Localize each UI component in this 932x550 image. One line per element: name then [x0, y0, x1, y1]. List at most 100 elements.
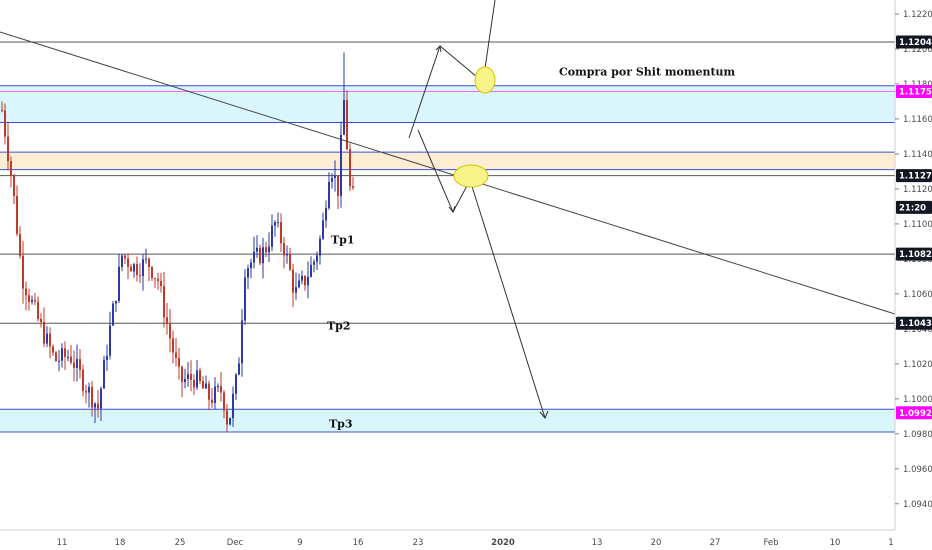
candle-body-109	[328, 181, 330, 209]
x-tick-label-6: 23	[413, 538, 424, 548]
x-tick-label-2: 25	[175, 538, 186, 548]
price-badge-5	[896, 316, 932, 330]
x-tick-label-9: 20	[651, 538, 662, 548]
candle-body-63	[190, 374, 192, 380]
price-badge-label-2: 1.11276	[899, 172, 932, 182]
candle-body-82	[247, 268, 249, 278]
candle-body-6	[19, 233, 21, 256]
candle-body-51	[154, 278, 156, 280]
time-axis[interactable]: 11 18 25 Dec 9 16 23 2020 13 20 27 Feb 10 1	[57, 538, 894, 548]
candle-body-68	[205, 383, 207, 389]
y-tick-label-10: 1.10200	[903, 360, 932, 370]
candle-body-106	[319, 238, 321, 256]
candle-body-21	[64, 348, 66, 357]
candle-body-86	[259, 247, 261, 264]
candle-body-57	[172, 338, 174, 353]
candle-body-70	[211, 399, 213, 403]
candle-body-55	[166, 317, 168, 324]
candle-body-20	[61, 348, 63, 361]
y-tick-label-0: 1.12200	[903, 10, 932, 20]
y-tick-label-2: 1.11800	[903, 80, 932, 90]
drawings-layer	[0, 0, 896, 419]
candle-body-23	[70, 356, 72, 363]
candle-body-10	[31, 299, 33, 302]
candle-body-30	[91, 386, 93, 408]
candle-body-94	[283, 243, 285, 256]
candle-body-8	[25, 288, 27, 296]
candle-body-76	[229, 418, 231, 425]
candle-body-14	[43, 321, 45, 344]
candle-body-25	[76, 359, 78, 368]
x-tick-label-1: 18	[115, 538, 126, 548]
candle-body-56	[169, 323, 171, 339]
candle-body-36	[109, 325, 111, 356]
price-badge-3	[896, 200, 932, 214]
candle-body-84	[253, 251, 255, 263]
price-badge-label-5: 1.10432	[899, 319, 932, 329]
candle-body-95	[286, 253, 288, 256]
candle-body-91	[274, 222, 276, 226]
x-tick-label-8: 13	[592, 538, 603, 548]
candle-body-104	[313, 261, 315, 265]
bear-path-arrow[interactable]	[417, 129, 546, 419]
candle-body-79	[238, 363, 240, 375]
price-badges: 1.12040 1.11757 1.11276 21:20 1.10827 1.10432…	[896, 35, 932, 420]
candle-body-49	[148, 258, 150, 268]
x-tick-label-12: 10	[830, 538, 841, 548]
candle-body-61	[184, 379, 186, 383]
candle-body-33	[100, 388, 102, 409]
candle-body-101	[304, 275, 306, 286]
buy-zone-ellipse[interactable]	[474, 66, 496, 94]
candle-body-16	[49, 333, 51, 347]
arrow-head-icon	[539, 410, 549, 419]
candle-body-54	[163, 286, 165, 318]
candle-body-60	[181, 366, 183, 383]
candle-body-85	[256, 247, 258, 252]
candle-body-27	[82, 369, 84, 391]
price-badge-0	[896, 35, 932, 49]
candle-body-37	[112, 303, 114, 326]
candle-body-11	[34, 299, 36, 302]
candle-body-102	[307, 276, 309, 286]
price-badge-label-1: 1.11757	[899, 87, 932, 97]
candle-body-78	[235, 374, 237, 394]
break-zone-ellipse[interactable]	[453, 164, 489, 188]
x-tick-label-7: 2020	[491, 538, 515, 548]
candle-body-66	[199, 370, 201, 382]
arrow-head-icon	[435, 44, 442, 53]
candle-body-46	[139, 275, 141, 277]
x-tick-label-5: 16	[353, 538, 364, 548]
arrow-head-icon	[448, 205, 456, 214]
candle-body-114	[343, 99, 345, 135]
y-tick-label-5: 1.11200	[903, 185, 932, 195]
candle-body-90	[271, 225, 273, 247]
candle-body-47	[142, 259, 144, 276]
candle-body-98	[295, 287, 297, 293]
price-badge-label-0: 1.12040	[899, 38, 932, 48]
candle-body-113	[340, 134, 342, 196]
bull-path-arrow[interactable]	[408, 0, 496, 139]
candle-body-18	[55, 352, 57, 362]
candle-body-29	[88, 386, 90, 393]
candle-body-32	[97, 403, 99, 409]
candle-body-67	[202, 381, 204, 389]
candle-body-22	[67, 356, 69, 358]
price-badge-label-6: 1.09920	[899, 409, 932, 419]
candle-body-13	[40, 318, 42, 322]
price-badge-1	[896, 84, 932, 98]
x-tick-label-3: Dec	[227, 538, 244, 548]
candle-body-59	[178, 357, 180, 367]
y-tick-label-3: 1.11600	[903, 115, 932, 125]
candle-body-111	[334, 175, 336, 178]
annotations-layer: Compra por Shit momentum Tp1 Tp2 Tp3	[327, 66, 736, 431]
candle-body-87	[262, 247, 264, 264]
y-tick-label-6: 1.11000	[903, 220, 932, 230]
candle-body-69	[208, 383, 210, 400]
annotation-compra-por-shit-momentum: Compra por Shit momentum	[559, 66, 736, 79]
y-tick-label-14: 1.09400	[903, 500, 932, 510]
trend-line[interactable]	[0, 31, 896, 315]
candle-body-4	[13, 175, 15, 197]
candle-body-116	[349, 149, 351, 187]
candle-body-110	[331, 177, 333, 182]
